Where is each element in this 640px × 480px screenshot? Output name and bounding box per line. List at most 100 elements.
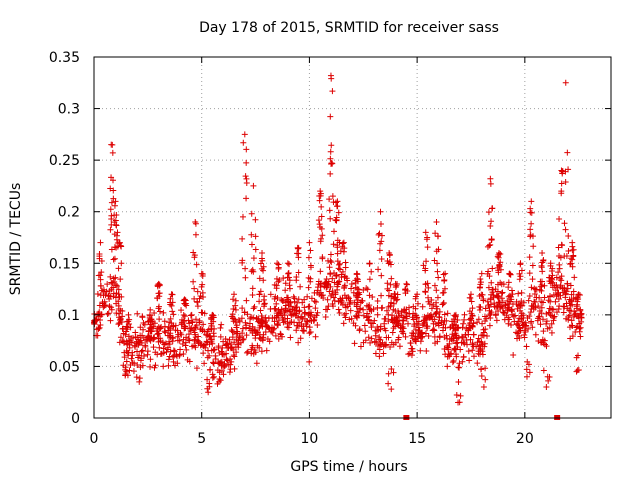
data-point bbox=[185, 331, 192, 338]
data-point bbox=[461, 311, 468, 318]
data-point bbox=[354, 285, 361, 292]
data-point bbox=[322, 314, 329, 321]
data-point bbox=[434, 260, 441, 267]
data-point bbox=[380, 350, 387, 357]
data-point bbox=[353, 270, 360, 277]
data-point bbox=[328, 159, 335, 166]
data-point bbox=[334, 198, 341, 205]
data-point bbox=[424, 244, 431, 251]
data-point bbox=[506, 270, 513, 277]
data-point bbox=[435, 274, 442, 281]
data-point bbox=[261, 301, 268, 308]
data-point bbox=[332, 217, 339, 224]
data-point bbox=[535, 337, 542, 344]
data-point bbox=[162, 340, 169, 347]
data-point bbox=[218, 348, 225, 355]
data-point bbox=[543, 343, 550, 350]
data-point bbox=[106, 293, 113, 300]
data-point bbox=[148, 316, 155, 323]
data-point bbox=[117, 315, 124, 322]
data-point bbox=[335, 209, 342, 216]
data-point bbox=[249, 323, 256, 330]
data-point bbox=[354, 292, 361, 299]
data-point bbox=[328, 259, 335, 266]
data-point bbox=[342, 273, 349, 280]
data-point bbox=[331, 279, 338, 286]
data-point bbox=[190, 278, 197, 285]
data-point bbox=[436, 333, 443, 340]
data-point bbox=[248, 241, 255, 248]
data-point bbox=[568, 255, 575, 262]
data-point bbox=[488, 218, 495, 225]
data-point bbox=[271, 305, 278, 312]
data-point bbox=[367, 339, 374, 346]
data-point bbox=[546, 374, 553, 381]
data-point bbox=[439, 301, 446, 308]
data-point bbox=[250, 305, 257, 312]
data-point bbox=[384, 280, 391, 287]
data-point bbox=[414, 291, 421, 298]
data-point bbox=[228, 341, 235, 348]
data-point bbox=[470, 353, 477, 360]
data-point bbox=[275, 264, 282, 271]
data-point bbox=[327, 170, 334, 177]
data-point bbox=[104, 310, 111, 317]
data-point bbox=[527, 309, 534, 316]
data-point bbox=[327, 155, 334, 162]
data-point bbox=[108, 174, 115, 181]
data-point bbox=[112, 294, 119, 301]
data-point bbox=[133, 374, 140, 381]
data-point bbox=[492, 311, 499, 318]
data-points bbox=[91, 72, 585, 406]
data-point bbox=[484, 298, 491, 305]
data-point bbox=[251, 303, 258, 310]
data-point bbox=[307, 278, 314, 285]
data-point bbox=[528, 284, 535, 291]
data-point bbox=[528, 318, 535, 325]
data-point bbox=[260, 277, 267, 284]
data-point bbox=[116, 310, 123, 317]
data-point bbox=[449, 359, 456, 366]
data-point bbox=[485, 284, 492, 291]
data-point bbox=[304, 293, 311, 300]
data-point bbox=[110, 275, 117, 282]
data-point bbox=[378, 255, 385, 262]
data-point bbox=[478, 270, 485, 277]
data-point bbox=[320, 294, 327, 301]
data-point bbox=[461, 316, 468, 323]
data-point bbox=[115, 286, 122, 293]
data-point bbox=[387, 303, 394, 310]
data-point bbox=[194, 288, 201, 295]
data-point bbox=[466, 308, 473, 315]
data-point bbox=[569, 322, 576, 329]
data-point bbox=[286, 261, 293, 268]
data-point bbox=[345, 294, 352, 301]
data-point bbox=[147, 311, 154, 318]
data-point bbox=[422, 281, 429, 288]
data-point bbox=[123, 358, 130, 365]
data-point bbox=[558, 273, 565, 280]
data-point bbox=[252, 349, 259, 356]
data-point bbox=[302, 309, 309, 316]
data-point bbox=[108, 304, 115, 311]
data-point bbox=[568, 291, 575, 298]
data-point bbox=[278, 296, 285, 303]
data-point bbox=[538, 264, 545, 271]
data-point bbox=[263, 347, 270, 354]
data-point bbox=[194, 303, 201, 310]
data-point bbox=[107, 206, 114, 213]
data-point bbox=[151, 320, 158, 327]
data-point bbox=[183, 346, 190, 353]
data-point bbox=[236, 334, 243, 341]
data-point bbox=[340, 239, 347, 246]
data-point bbox=[139, 347, 146, 354]
data-point bbox=[549, 272, 556, 279]
data-point bbox=[488, 291, 495, 298]
data-point bbox=[526, 254, 533, 261]
data-point bbox=[303, 323, 310, 330]
data-point bbox=[557, 254, 564, 261]
data-point bbox=[125, 311, 132, 318]
data-point bbox=[479, 351, 486, 358]
data-point bbox=[312, 305, 319, 312]
data-point bbox=[229, 334, 236, 341]
